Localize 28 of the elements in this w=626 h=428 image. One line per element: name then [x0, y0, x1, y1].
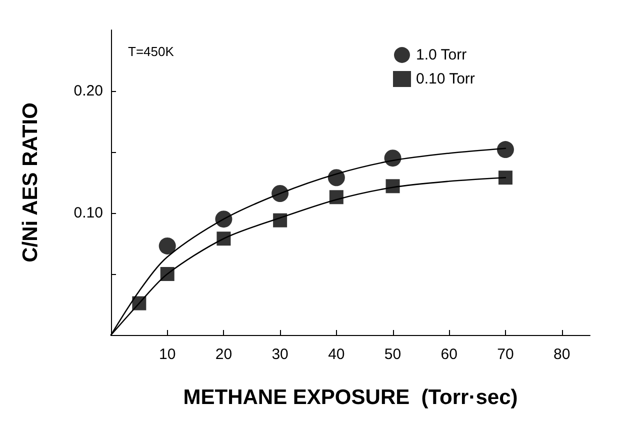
annotation: T=450K: [128, 44, 174, 59]
point: [273, 213, 288, 228]
x-tick-label: 20: [215, 346, 232, 363]
x-tick-label: 80: [553, 346, 570, 363]
legend-label: 0.10 Torr: [416, 70, 475, 88]
x-tick-label: 50: [384, 346, 402, 363]
point: [216, 232, 231, 246]
point: [328, 169, 345, 186]
x-tick-label: 10: [159, 346, 176, 363]
y-tick-label: 0.10: [74, 204, 103, 222]
point: [498, 170, 512, 185]
x-tick-label: 60: [440, 346, 458, 363]
point: [158, 237, 176, 254]
x-tick-label: 40: [328, 346, 345, 363]
point: [329, 190, 344, 204]
legend-label: 1.0 Torr: [416, 46, 467, 64]
x-axis-title: METHANE EXPOSURE (Torr·sec): [183, 386, 518, 409]
point: [132, 296, 146, 310]
point: [384, 150, 402, 167]
point: [160, 267, 174, 281]
point: [496, 141, 514, 158]
y-tick-label: 0.20: [74, 82, 103, 100]
point: [215, 210, 232, 228]
x-tick-label: 30: [272, 346, 288, 363]
y-axis-title: C/Ni AES RATIO: [19, 102, 42, 262]
point: [386, 179, 400, 194]
x-tick-label: 70: [497, 346, 514, 363]
point: [272, 184, 289, 202]
